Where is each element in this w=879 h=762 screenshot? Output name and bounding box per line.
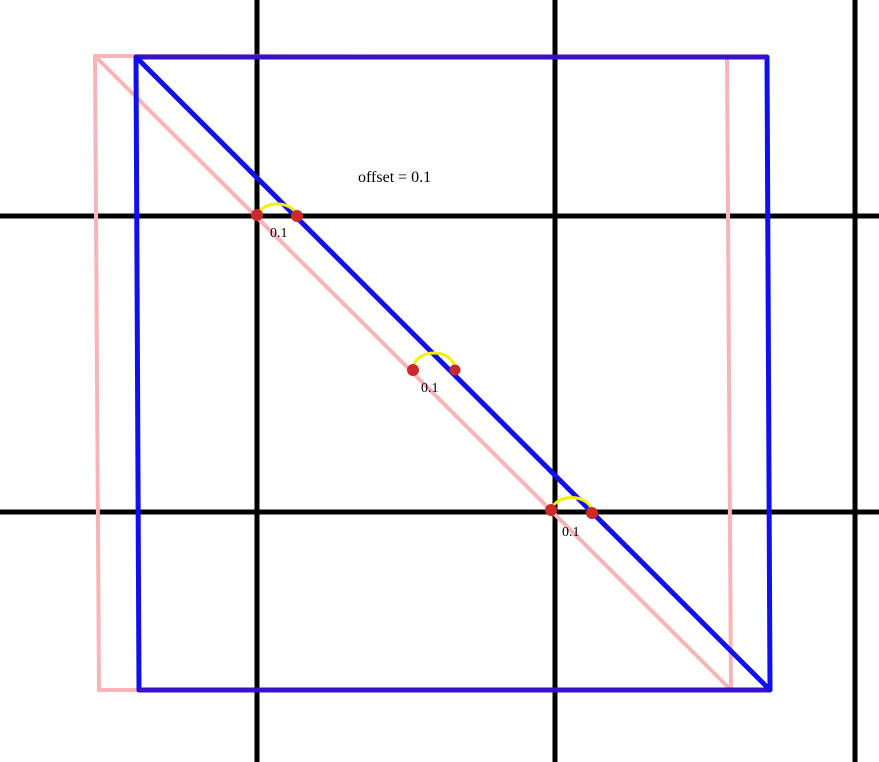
marker-dot xyxy=(545,504,557,516)
marker-dot xyxy=(586,507,598,519)
offset-value-label: 0.1 xyxy=(421,381,439,396)
offset-title-label: offset = 0.1 xyxy=(358,169,431,186)
offset-dots xyxy=(251,209,598,519)
offset-value-label: 0.1 xyxy=(270,226,288,241)
marker-dot xyxy=(251,209,263,221)
offset-value-label: 0.1 xyxy=(562,525,580,540)
marker-dot xyxy=(291,210,303,222)
marker-dot xyxy=(449,364,461,376)
offset-arc-2 xyxy=(411,351,457,370)
marker-dot xyxy=(407,364,419,376)
